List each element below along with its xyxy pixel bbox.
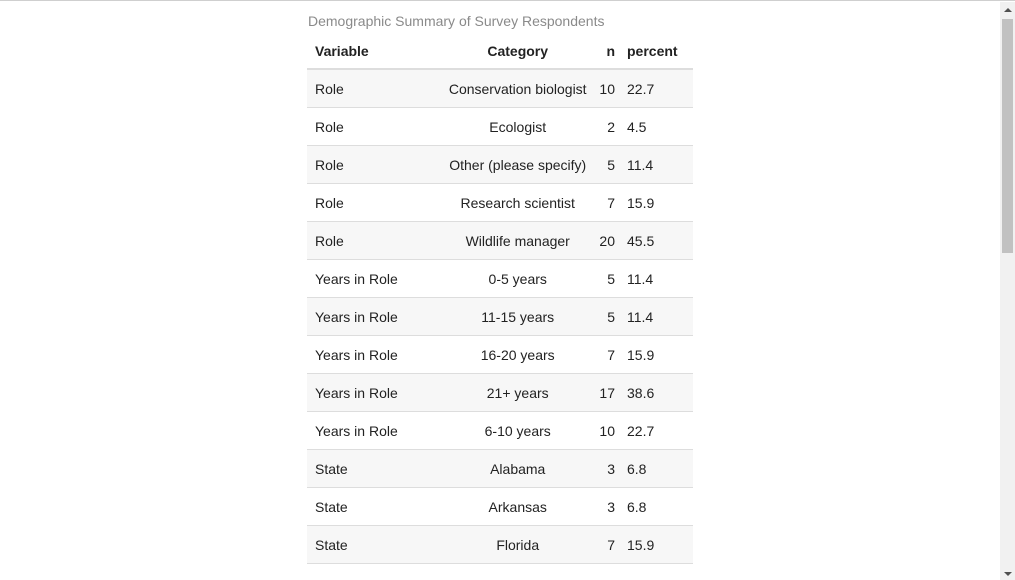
- table-row: Years in Role 16-20 years 7 15.9: [307, 335, 693, 374]
- cell-category: 0-5 years: [438, 259, 598, 298]
- cell-variable: Role: [307, 107, 438, 146]
- table-row: State Alabama 3 6.8: [307, 449, 693, 488]
- cell-n: 7: [597, 525, 619, 564]
- cell-percent: 4.5: [619, 107, 693, 146]
- arrow-down-icon: [1003, 571, 1012, 576]
- cell-n: 17: [597, 373, 619, 412]
- cell-n: 5: [597, 297, 619, 336]
- table-row: Role Ecologist 2 4.5: [307, 107, 693, 146]
- header-variable: Variable: [307, 33, 438, 70]
- cell-variable: Years in Role: [307, 335, 438, 374]
- table-row: State Arkansas 3 6.8: [307, 487, 693, 526]
- table-row: Years in Role 0-5 years 5 11.4: [307, 259, 693, 298]
- cell-variable: State: [307, 449, 438, 488]
- table-caption: Demographic Summary of Survey Respondent…: [308, 13, 605, 29]
- cell-category: Ecologist: [438, 107, 598, 146]
- cell-percent: 11.4: [619, 145, 693, 184]
- cell-percent: 15.9: [619, 183, 693, 222]
- cell-n: 7: [597, 183, 619, 222]
- cell-category: Other (please specify): [438, 145, 598, 184]
- cell-percent: 38.6: [619, 373, 693, 412]
- cell-n: 3: [597, 449, 619, 488]
- header-percent: percent: [619, 33, 693, 70]
- cell-percent: 11.4: [619, 259, 693, 298]
- arrow-up-icon: [1003, 7, 1012, 12]
- scroll-down-button[interactable]: [1000, 566, 1015, 580]
- cell-percent: 22.7: [619, 411, 693, 450]
- cell-category: Wildlife manager: [438, 221, 598, 260]
- table-header: Variable Category n percent: [307, 33, 693, 70]
- table-row: Role Research scientist 7 15.9: [307, 183, 693, 222]
- cell-variable: Years in Role: [307, 411, 438, 450]
- cell-n: 3: [597, 487, 619, 526]
- cell-variable: Role: [307, 69, 438, 108]
- table-body: Role Conservation biologist 10 22.7 Role…: [307, 69, 693, 564]
- cell-variable: Role: [307, 221, 438, 260]
- cell-n: 5: [597, 145, 619, 184]
- table-row: Role Wildlife manager 20 45.5: [307, 221, 693, 260]
- cell-category: Florida: [438, 525, 598, 564]
- summary-table: Variable Category n percent Role Conserv…: [307, 33, 693, 564]
- cell-n: 5: [597, 259, 619, 298]
- cell-variable: Years in Role: [307, 373, 438, 412]
- cell-percent: 15.9: [619, 525, 693, 564]
- cell-category: 16-20 years: [438, 335, 598, 374]
- cell-variable: State: [307, 525, 438, 564]
- cell-percent: 6.8: [619, 487, 693, 526]
- header-category: Category: [438, 33, 598, 70]
- cell-variable: Role: [307, 183, 438, 222]
- cell-n: 7: [597, 335, 619, 374]
- cell-category: Conservation biologist: [438, 69, 598, 108]
- cell-category: 11-15 years: [438, 297, 598, 336]
- header-n: n: [597, 33, 619, 70]
- table-row: Years in Role 21+ years 17 38.6: [307, 373, 693, 412]
- table-row: State Florida 7 15.9: [307, 525, 693, 564]
- scroll-thumb[interactable]: [1002, 19, 1013, 253]
- cell-percent: 11.4: [619, 297, 693, 336]
- cell-percent: 22.7: [619, 69, 693, 108]
- cell-n: 10: [597, 69, 619, 108]
- header-row: Variable Category n percent: [307, 33, 693, 70]
- cell-n: 20: [597, 221, 619, 260]
- table-row: Role Other (please specify) 5 11.4: [307, 145, 693, 184]
- cell-category: Research scientist: [438, 183, 598, 222]
- cell-n: 10: [597, 411, 619, 450]
- cell-category: Arkansas: [438, 487, 598, 526]
- cell-percent: 45.5: [619, 221, 693, 260]
- scroll-up-button[interactable]: [1000, 2, 1015, 17]
- cell-n: 2: [597, 107, 619, 146]
- cell-percent: 6.8: [619, 449, 693, 488]
- cell-variable: Years in Role: [307, 259, 438, 298]
- table-row: Role Conservation biologist 10 22.7: [307, 69, 693, 108]
- cell-category: 6-10 years: [438, 411, 598, 450]
- cell-category: Alabama: [438, 449, 598, 488]
- cell-variable: Role: [307, 145, 438, 184]
- cell-percent: 15.9: [619, 335, 693, 374]
- vertical-scrollbar[interactable]: [1000, 2, 1015, 580]
- cell-variable: State: [307, 487, 438, 526]
- cell-variable: Years in Role: [307, 297, 438, 336]
- table-row: Years in Role 6-10 years 10 22.7: [307, 411, 693, 450]
- table-row: Years in Role 11-15 years 5 11.4: [307, 297, 693, 336]
- document-body: Demographic Summary of Survey Respondent…: [307, 11, 693, 564]
- cell-category: 21+ years: [438, 373, 598, 412]
